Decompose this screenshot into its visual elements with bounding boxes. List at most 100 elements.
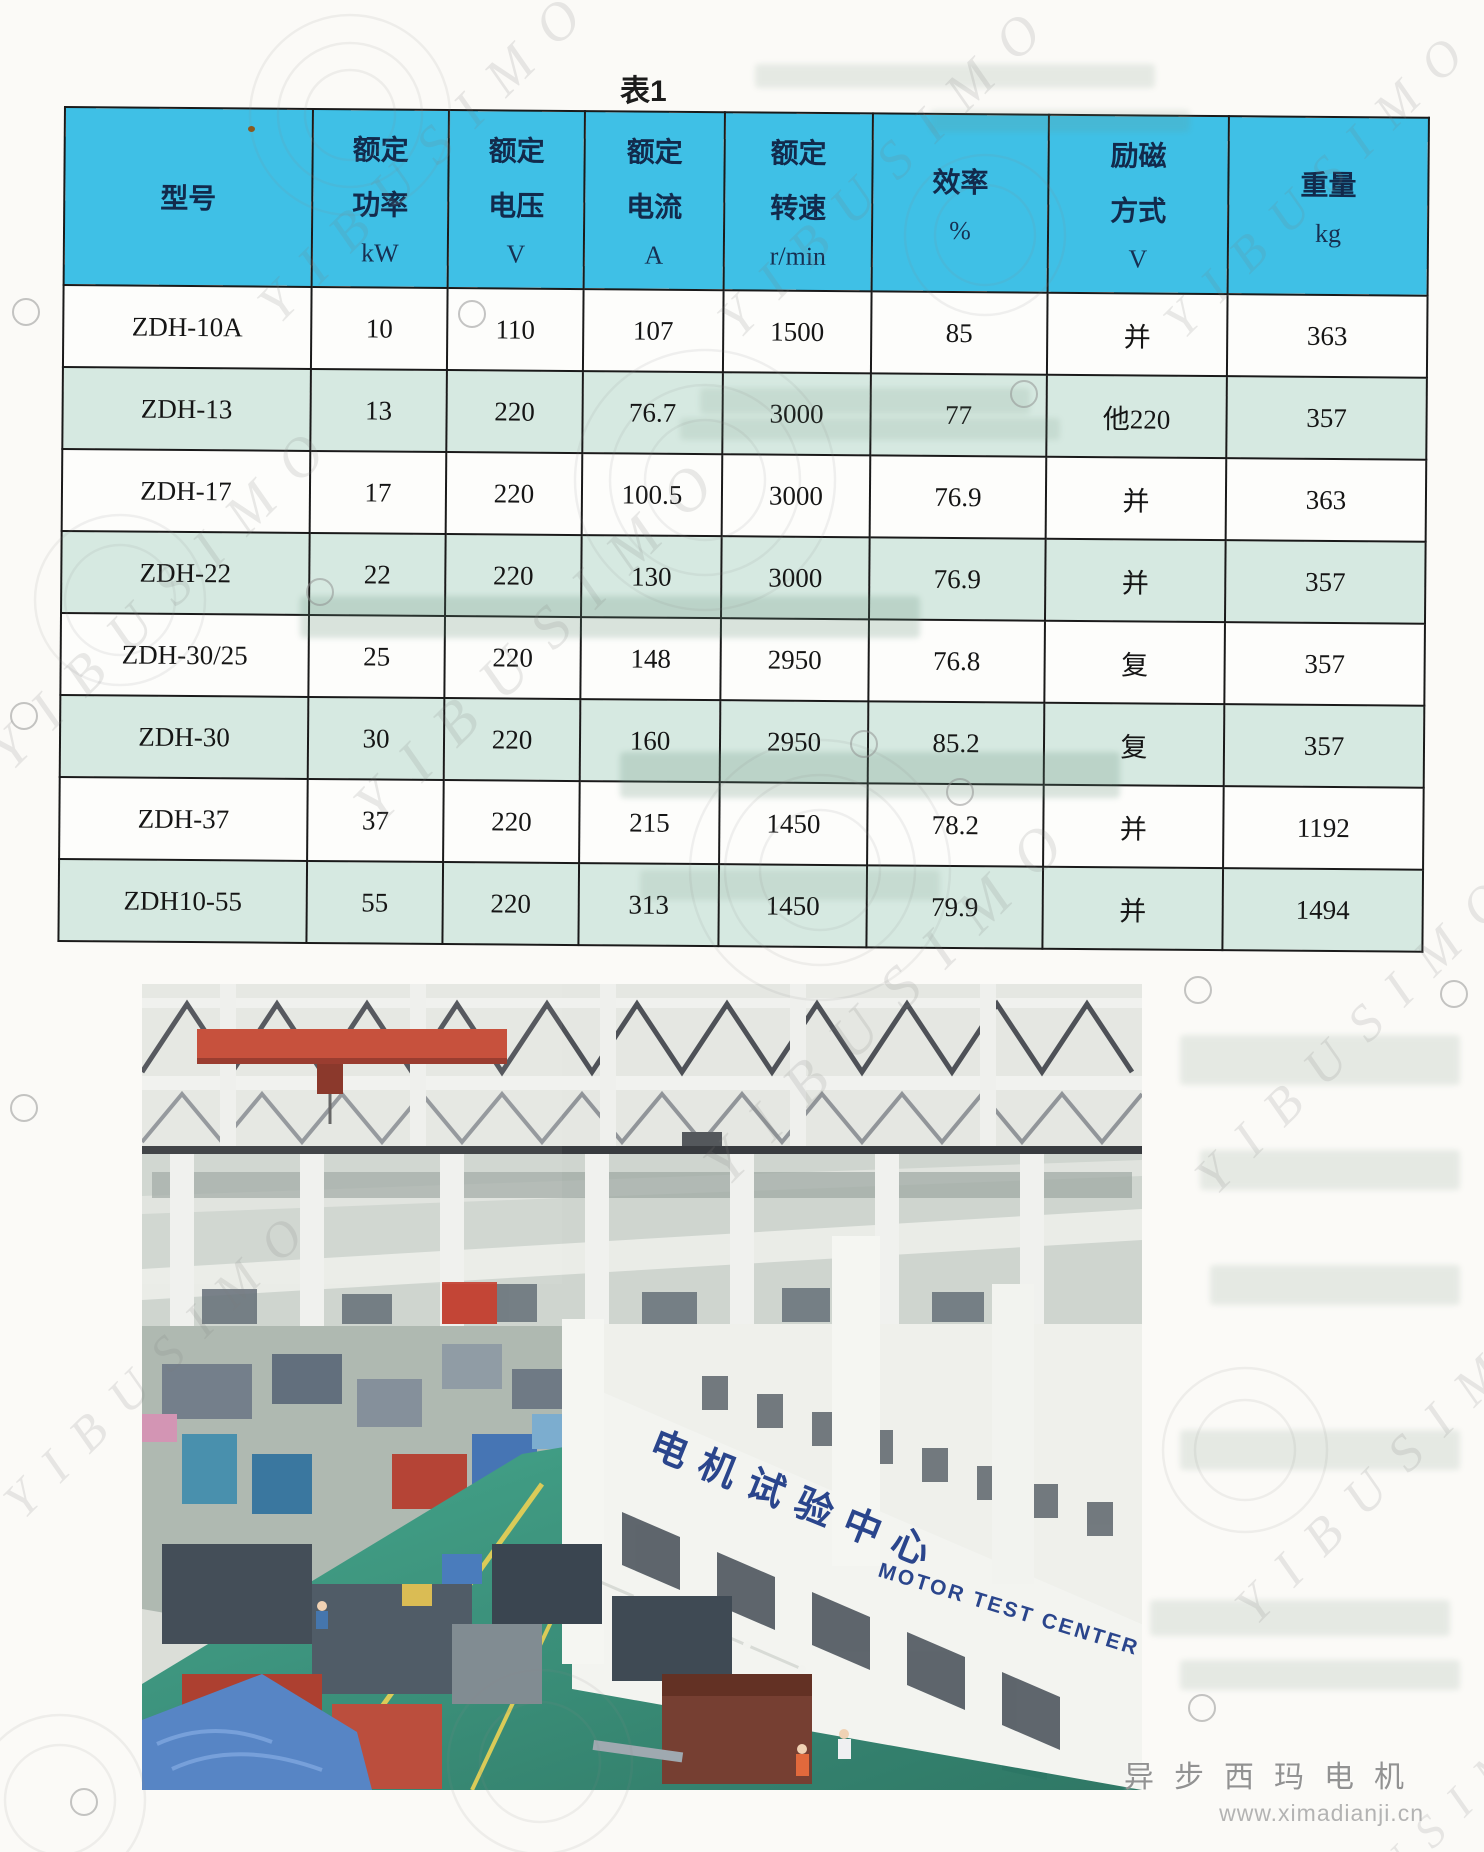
header-unit: V (506, 239, 526, 269)
brand-name: 异步西玛电机 (1124, 1761, 1424, 1794)
ring-mark (70, 1788, 98, 1816)
bleed-mark (755, 64, 1155, 88)
header-label: 方式 (1110, 196, 1167, 228)
machinery-bottom (142, 1544, 812, 1790)
cell-voltage: 220 (445, 452, 583, 536)
cell-voltage: 220 (444, 616, 582, 700)
crane-rail (142, 1146, 1142, 1154)
cell-voltage: 220 (445, 534, 582, 618)
cell-weight: 357 (1224, 622, 1425, 706)
cell-excitation: 复 (1044, 620, 1225, 705)
header-label: 额定 (626, 137, 683, 169)
cell-power: 55 (306, 860, 444, 944)
bleed-mark (1210, 1265, 1460, 1305)
cell-current: 130 (581, 535, 722, 619)
cell-model: ZDH-30/25 (60, 612, 310, 697)
header-label: 转速 (770, 193, 827, 225)
col-header-efficiency: 效率 % (871, 113, 1049, 293)
bleed-mark (1180, 1035, 1460, 1085)
header-label: 重量 (1300, 170, 1357, 202)
cell-speed: 1500 (722, 290, 872, 374)
table-row: ZDH10-55 55 220 313 1450 79.9 并 1494 (58, 858, 1424, 952)
cell-speed: 1450 (718, 864, 868, 948)
brand-url: www.ximadianji.cn (1219, 1800, 1424, 1826)
cell-excitation: 他220 (1046, 374, 1227, 459)
header-label: 额定 (488, 136, 545, 168)
photo-highlight (142, 984, 562, 1284)
header-unit: kg (1314, 218, 1342, 248)
cell-voltage: 220 (446, 370, 583, 454)
col-header-rated-speed: 额定 转速 r/min (723, 112, 873, 292)
bleed-mark (1150, 1600, 1450, 1636)
cell-model: ZDH-37 (59, 776, 308, 861)
header-unit: % (949, 215, 971, 245)
cell-current: 100.5 (581, 453, 723, 537)
cell-current: 76.7 (582, 371, 723, 455)
factory-photo: 电机试验中心 MOTOR TEST CENTER (142, 984, 1142, 1790)
col-header-rated-current: 额定 电流 A (583, 111, 725, 291)
cell-model: ZDH-10A (62, 285, 312, 369)
photo-wash (142, 984, 1142, 1790)
cell-excitation: 并 (1043, 784, 1224, 869)
ring-mark (1188, 1694, 1216, 1722)
cell-power: 17 (309, 450, 447, 535)
col-header-rated-power: 额定 功率 kW (311, 108, 449, 289)
cell-efficiency: 85.2 (867, 701, 1045, 785)
cell-weight: 357 (1226, 376, 1427, 460)
header-label: 效率 (932, 167, 989, 199)
cell-current: 215 (579, 781, 720, 865)
cell-efficiency: 85 (870, 291, 1048, 375)
cell-speed: 3000 (720, 536, 870, 620)
cell-weight: 357 (1224, 540, 1426, 624)
header-label: 额定 (770, 138, 827, 170)
cell-speed: 2950 (719, 700, 869, 784)
header-unit: V (1128, 244, 1148, 274)
paper-speck (248, 126, 255, 132)
cell-excitation: 并 (1042, 866, 1224, 951)
white-pillar (832, 1236, 880, 1566)
motor-shaft (592, 1740, 684, 1763)
red-banner (442, 1282, 497, 1324)
cell-speed: 3000 (722, 372, 871, 456)
bleed-mark (1180, 1430, 1460, 1470)
col-header-excitation: 励磁 方式 V (1047, 114, 1229, 295)
cell-excitation: 并 (1045, 456, 1227, 541)
header-label: 电压 (488, 191, 545, 223)
cell-current: 107 (582, 289, 724, 373)
header-label: 电流 (626, 192, 683, 224)
cell-power: 10 (310, 286, 448, 371)
header-unit: r/min (769, 241, 827, 271)
cell-model: ZDH-30 (59, 694, 309, 779)
ceiling-trusses (142, 984, 1142, 1154)
cell-efficiency: 76.8 (868, 619, 1045, 703)
table-row: ZDH-10A 10 110 107 1500 85 并 363 (62, 285, 1428, 378)
header-unit: kW (360, 238, 399, 268)
table-row: ZDH-30 30 220 160 2950 85.2 复 357 (59, 694, 1425, 788)
ring-mark (306, 578, 334, 606)
workers (316, 1601, 851, 1776)
cell-efficiency: 76.9 (868, 537, 1046, 621)
cell-power: 37 (307, 778, 444, 863)
ring-mark (458, 300, 486, 328)
cell-power: 13 (310, 368, 447, 453)
cell-weight: 363 (1225, 458, 1427, 542)
bleed-mark (1200, 1150, 1460, 1190)
cell-efficiency: 79.9 (866, 865, 1044, 949)
overhead-crane (197, 1029, 507, 1124)
table-row: ZDH-22 22 220 130 3000 76.9 并 357 (61, 530, 1426, 624)
cell-power: 25 (308, 614, 446, 699)
cell-model: ZDH-22 (61, 530, 310, 615)
cell-voltage: 220 (443, 780, 580, 864)
cell-weight: 1494 (1222, 868, 1424, 952)
table-row: ZDH-30/25 25 220 148 2950 76.8 复 357 (60, 612, 1425, 706)
col-header-weight: 重量 kg (1227, 116, 1429, 296)
header-unit: A (644, 240, 664, 270)
watermark-text: YIBUSIMO (1224, 1283, 1484, 1636)
cell-speed: 1450 (719, 782, 868, 866)
cell-efficiency: 76.9 (869, 455, 1047, 539)
ring-mark (10, 702, 38, 730)
cell-power: 22 (309, 532, 446, 617)
table-row: ZDH-37 37 220 215 1450 78.2 并 1192 (59, 776, 1424, 870)
cell-power: 30 (307, 696, 445, 781)
